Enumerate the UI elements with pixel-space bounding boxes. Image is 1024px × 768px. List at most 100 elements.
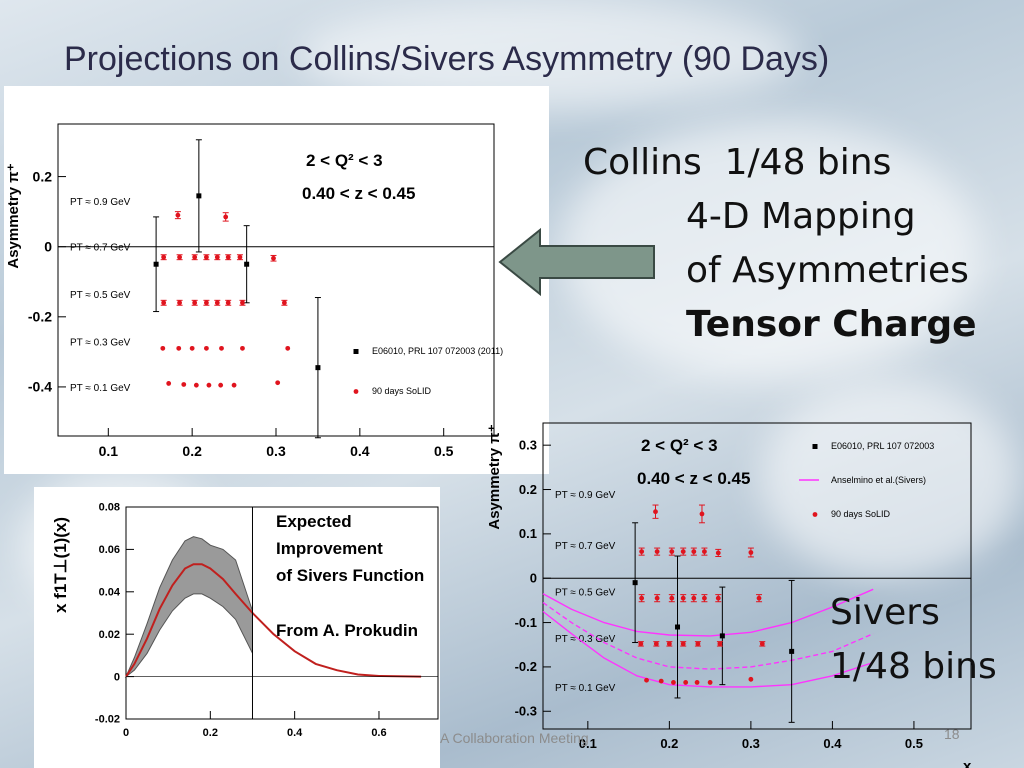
data-point <box>653 509 658 515</box>
pt-bin-label: PT ≈ 0.9 GeV <box>70 197 131 208</box>
x-tick-label: 0.4 <box>350 443 370 459</box>
y-tick-label: 0 <box>44 238 52 254</box>
data-point <box>719 633 725 639</box>
data-point <box>644 677 649 683</box>
data-point <box>639 595 645 601</box>
legend-label: Anselmino et al.(Sivers) <box>831 475 926 485</box>
data-point <box>192 254 198 260</box>
data-point <box>694 680 700 685</box>
credit-label: From A. Prokudin <box>276 621 418 640</box>
uncertainty-band <box>124 536 253 679</box>
data-point <box>285 345 291 351</box>
legend-label: 90 days SoLID <box>372 386 432 396</box>
data-point <box>193 382 199 388</box>
y-tick-label: 0.1 <box>519 526 537 541</box>
pt-bin-label: PT ≈ 0.3 GeV <box>70 337 131 348</box>
central-curve <box>125 563 422 678</box>
pt-bin-label: PT ≈ 0.7 GeV <box>70 243 131 254</box>
x-tick-label: 0.3 <box>742 736 760 751</box>
x-tick-label: 0.1 <box>99 443 119 459</box>
data-point <box>175 212 181 218</box>
pt-bin-label: PT ≈ 0.5 GeV <box>555 588 616 599</box>
data-point <box>715 550 721 556</box>
data-point <box>240 345 245 351</box>
y-tick-label: -0.2 <box>515 659 537 674</box>
data-point <box>166 381 172 386</box>
data-point <box>707 680 713 685</box>
y-tick-label: -0.02 <box>95 714 120 726</box>
data-point <box>702 595 707 601</box>
data-point <box>189 345 195 351</box>
data-point <box>204 345 209 351</box>
pt-bin-label: PT ≈ 0.9 GeV <box>555 490 616 501</box>
data-point <box>160 345 166 351</box>
legend-marker <box>353 349 359 354</box>
data-point <box>196 193 202 199</box>
sivers-label: Sivers <box>830 592 940 633</box>
data-point <box>192 300 198 306</box>
data-point <box>244 261 250 267</box>
data-point <box>680 595 686 601</box>
data-point <box>153 261 159 267</box>
data-point <box>702 549 707 555</box>
mapping-label: 4-D Mapping <box>686 196 916 237</box>
data-point <box>675 624 681 630</box>
x-tick-label: 0.6 <box>371 727 386 739</box>
y-tick-label: 0.2 <box>33 168 53 184</box>
y-tick-label: -0.1 <box>515 615 537 630</box>
data-point <box>759 641 765 647</box>
legend-label: E06010, PRL 107 072003 <box>831 441 934 451</box>
y-tick-label: 0.3 <box>519 438 537 453</box>
data-point <box>281 300 287 306</box>
x-tick-label: 0.5 <box>434 443 454 459</box>
pt-bin-label: PT ≈ 0.3 GeV <box>555 634 616 645</box>
data-point <box>669 549 675 555</box>
data-point <box>666 641 672 647</box>
model-curve <box>542 602 874 670</box>
asymmetries-label: of Asymmetries <box>686 250 969 291</box>
y-tick-label: 0.2 <box>519 482 537 497</box>
data-point <box>275 380 281 386</box>
y-tick-label: 0.04 <box>99 586 121 598</box>
legend-marker <box>812 512 818 517</box>
left-arrow-icon <box>498 227 655 297</box>
x-tick-label: 0.4 <box>823 736 842 751</box>
z-range-label: 0.40 < z < 0.45 <box>637 469 750 488</box>
x-tick-label: 0.2 <box>203 727 218 739</box>
legend-label: 90 days SoLID <box>831 509 891 519</box>
data-point <box>271 255 276 261</box>
x-tick-label: 0.1 <box>579 736 597 751</box>
y-tick-label: 0 <box>114 671 120 683</box>
pt-bin-label: PT ≈ 0.7 GeV <box>555 541 616 552</box>
legend-label: E06010, PRL 107 072003 (2011) <box>372 346 503 356</box>
sivers-bins-label: 1/48 bins <box>830 646 997 687</box>
data-point <box>225 300 231 306</box>
data-point <box>214 254 220 260</box>
tensor-charge-label: Tensor Charge <box>686 304 977 345</box>
data-point <box>315 365 321 371</box>
data-point <box>653 641 659 647</box>
data-point <box>748 676 754 682</box>
data-point <box>691 549 697 555</box>
data-point <box>680 549 686 555</box>
sivers-chart: 0.1 0.2 0.3 0.4 0.5 0.3 0.2 0.1 0 -0.1 -0.2 -0.3 Asy… <box>487 422 972 768</box>
data-point <box>176 345 182 351</box>
collins-bins-label: Collins 1/48 bins <box>583 142 892 183</box>
data-point <box>177 254 182 260</box>
y-tick-label: 0 <box>530 571 537 586</box>
data-point <box>639 549 645 555</box>
data-point <box>181 382 187 387</box>
data-point <box>161 300 167 306</box>
y-tick-label: -0.4 <box>28 379 52 395</box>
data-point <box>683 680 689 685</box>
data-point <box>715 595 721 601</box>
y-tick-label: -0.2 <box>28 308 52 324</box>
y-tick-label: -0.3 <box>515 704 537 719</box>
data-point <box>219 345 224 351</box>
data-point <box>748 550 754 555</box>
improvement-label: Improvement <box>276 539 383 558</box>
footer-text: A Collaboration Meeting <box>440 730 589 746</box>
z-range-label: 0.40 < z < 0.45 <box>302 184 415 203</box>
data-point <box>654 595 660 601</box>
data-point <box>680 641 686 647</box>
